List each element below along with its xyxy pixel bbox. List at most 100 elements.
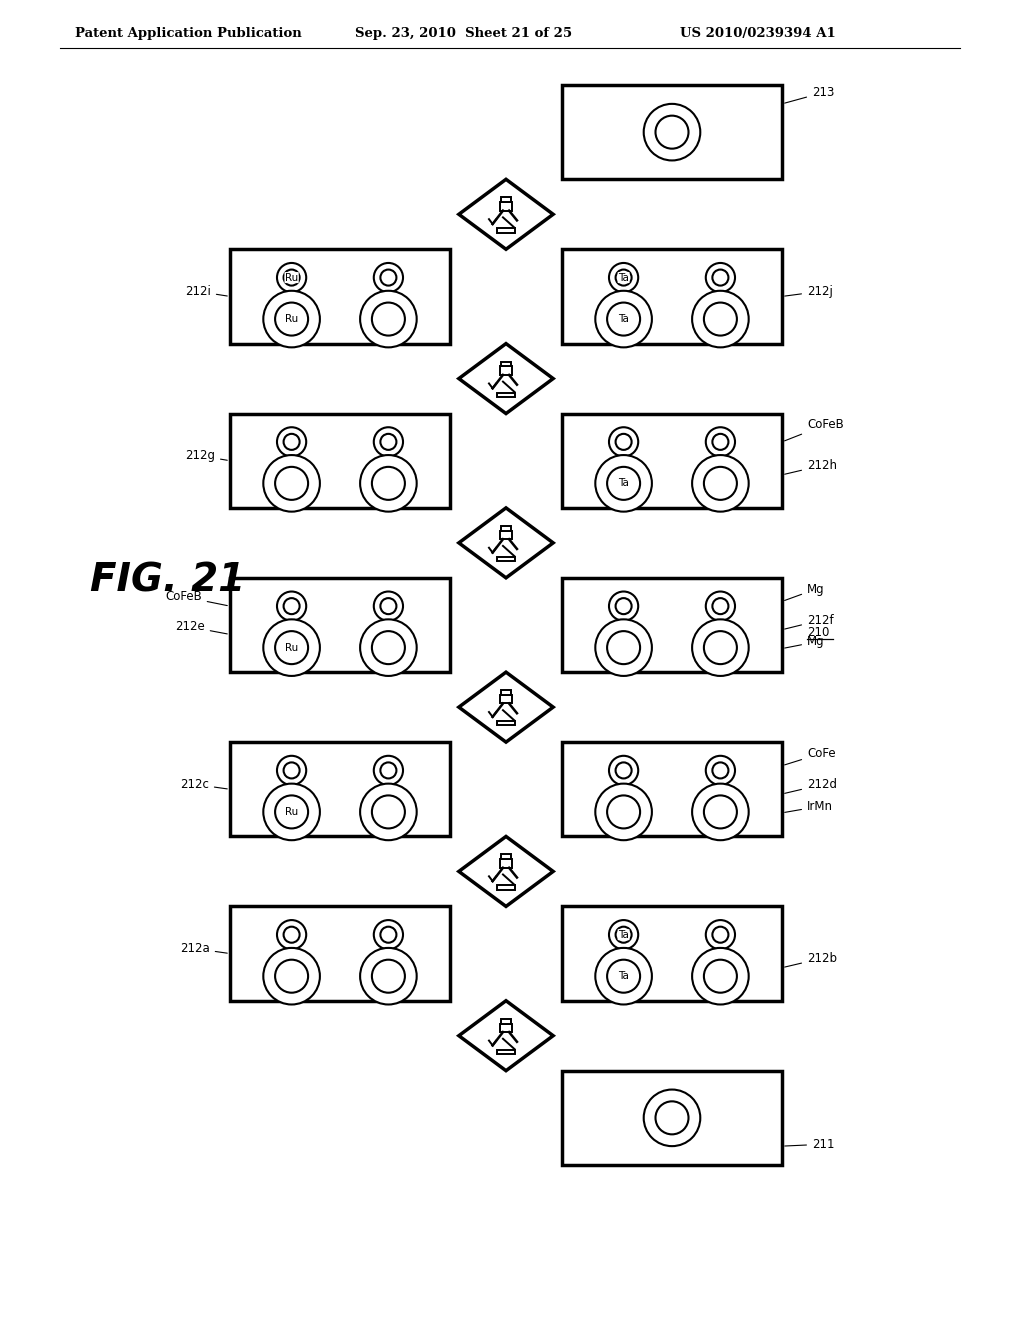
Circle shape xyxy=(275,302,308,335)
Bar xyxy=(501,854,511,859)
Text: IrMn: IrMn xyxy=(784,800,833,813)
Bar xyxy=(562,907,782,1001)
Circle shape xyxy=(706,920,735,949)
Circle shape xyxy=(276,756,306,785)
Text: Ta: Ta xyxy=(618,972,629,981)
Circle shape xyxy=(609,428,638,457)
Text: 212j: 212j xyxy=(784,285,833,298)
Bar xyxy=(562,413,782,508)
Bar xyxy=(230,413,450,508)
Text: Patent Application Publication: Patent Application Publication xyxy=(75,26,302,40)
Bar xyxy=(501,1019,511,1023)
Circle shape xyxy=(607,631,640,664)
Circle shape xyxy=(275,960,308,993)
Text: Sep. 23, 2010  Sheet 21 of 25: Sep. 23, 2010 Sheet 21 of 25 xyxy=(355,26,572,40)
Circle shape xyxy=(374,263,403,292)
Polygon shape xyxy=(459,837,553,907)
Circle shape xyxy=(692,290,749,347)
Circle shape xyxy=(380,763,396,779)
Text: Mg: Mg xyxy=(784,635,824,648)
Circle shape xyxy=(275,796,308,829)
Bar xyxy=(500,531,512,539)
Circle shape xyxy=(276,263,306,292)
Circle shape xyxy=(595,455,652,512)
Text: Ta: Ta xyxy=(618,929,629,940)
Circle shape xyxy=(609,591,638,620)
Text: 212i: 212i xyxy=(185,285,227,298)
Polygon shape xyxy=(459,1001,553,1071)
Text: Ta: Ta xyxy=(618,272,629,282)
Circle shape xyxy=(263,784,319,841)
Bar xyxy=(230,742,450,837)
Circle shape xyxy=(692,619,749,676)
Circle shape xyxy=(713,598,728,614)
Circle shape xyxy=(360,290,417,347)
Circle shape xyxy=(374,428,403,457)
Circle shape xyxy=(595,784,652,841)
Text: Ru: Ru xyxy=(285,807,298,817)
Circle shape xyxy=(706,428,735,457)
Polygon shape xyxy=(459,672,553,742)
Circle shape xyxy=(360,455,417,512)
Circle shape xyxy=(595,619,652,676)
Circle shape xyxy=(284,434,300,450)
Circle shape xyxy=(380,269,396,285)
Circle shape xyxy=(615,763,632,779)
Circle shape xyxy=(609,756,638,785)
Circle shape xyxy=(713,269,728,285)
Bar xyxy=(501,362,511,367)
Circle shape xyxy=(263,948,319,1005)
Circle shape xyxy=(276,428,306,457)
Circle shape xyxy=(615,434,632,450)
Text: Mg: Mg xyxy=(784,582,824,601)
Bar xyxy=(498,1049,514,1053)
Circle shape xyxy=(372,960,404,993)
Circle shape xyxy=(615,269,632,285)
Circle shape xyxy=(275,467,308,500)
Circle shape xyxy=(607,302,640,335)
Text: Ru: Ru xyxy=(285,643,298,652)
Circle shape xyxy=(372,796,404,829)
Circle shape xyxy=(703,960,737,993)
Text: 212b: 212b xyxy=(784,952,837,968)
Polygon shape xyxy=(459,508,553,578)
Text: 212h: 212h xyxy=(784,459,837,474)
Bar xyxy=(500,367,512,375)
Circle shape xyxy=(374,591,403,620)
Polygon shape xyxy=(459,180,553,249)
Circle shape xyxy=(276,591,306,620)
Circle shape xyxy=(595,948,652,1005)
Circle shape xyxy=(609,920,638,949)
Circle shape xyxy=(372,302,404,335)
Bar xyxy=(500,202,512,211)
Bar xyxy=(498,886,514,890)
Bar xyxy=(562,249,782,343)
Text: 212a: 212a xyxy=(180,942,227,956)
Circle shape xyxy=(284,598,300,614)
Circle shape xyxy=(607,960,640,993)
Circle shape xyxy=(703,631,737,664)
Text: 212g: 212g xyxy=(185,449,227,462)
Circle shape xyxy=(284,927,300,942)
Bar xyxy=(230,907,450,1001)
Circle shape xyxy=(713,927,728,942)
Bar xyxy=(230,249,450,343)
Circle shape xyxy=(692,455,749,512)
Circle shape xyxy=(703,796,737,829)
Text: CoFe: CoFe xyxy=(784,747,836,764)
Circle shape xyxy=(713,434,728,450)
Circle shape xyxy=(615,598,632,614)
Bar xyxy=(501,525,511,531)
Text: Ru: Ru xyxy=(285,314,298,325)
Circle shape xyxy=(609,263,638,292)
Circle shape xyxy=(644,104,700,161)
Bar xyxy=(500,859,512,867)
Circle shape xyxy=(374,756,403,785)
Circle shape xyxy=(380,598,396,614)
Bar xyxy=(562,1071,782,1166)
Text: 212e: 212e xyxy=(175,620,227,634)
Bar xyxy=(500,1023,512,1032)
Bar xyxy=(498,557,514,561)
Circle shape xyxy=(615,927,632,942)
Bar xyxy=(498,721,514,726)
